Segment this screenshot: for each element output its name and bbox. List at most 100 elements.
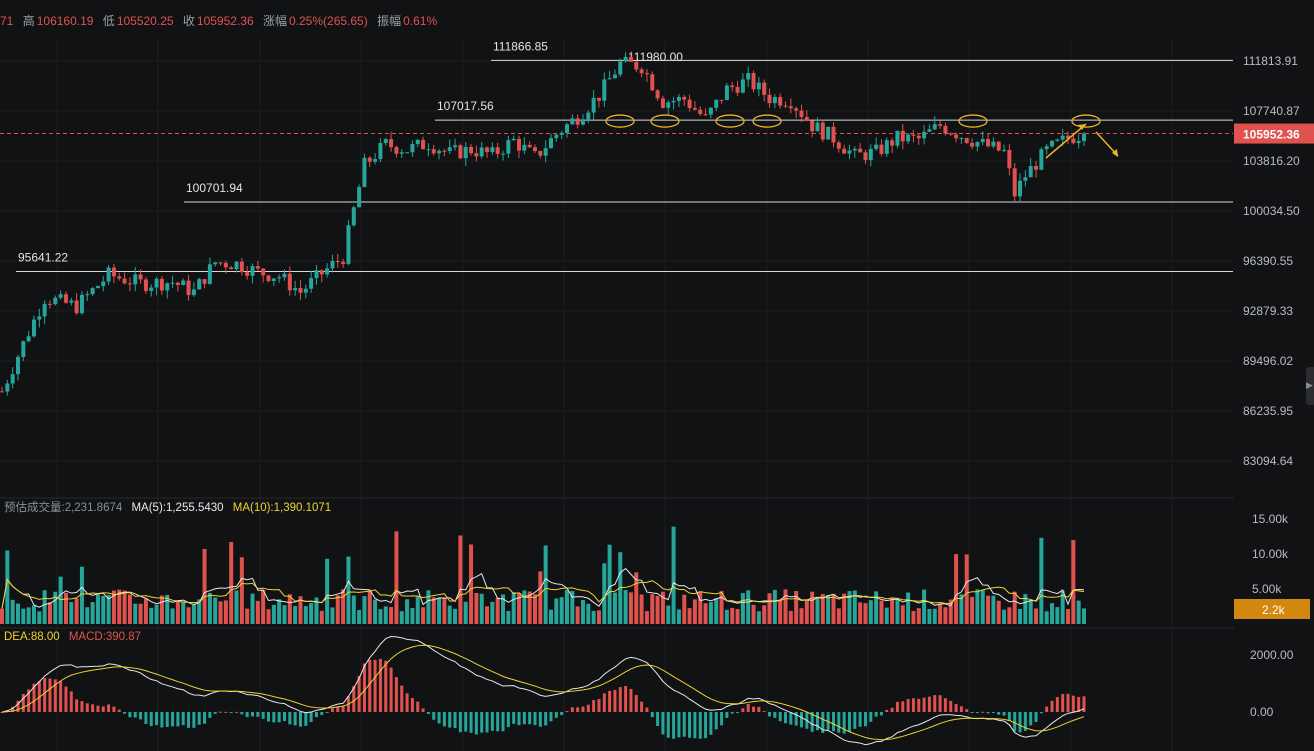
volume-bar [1066,609,1071,624]
candle-body [234,261,239,270]
volume-bar [191,604,196,624]
candle-body [1002,149,1007,151]
macd-bar [789,712,793,725]
volume-bar [346,556,351,624]
volume-bar [954,554,959,624]
volume-bar [495,597,500,624]
volume-bar [154,604,159,624]
candle-body [111,267,116,277]
volume-bar [229,542,234,624]
macd-bar [1061,694,1065,712]
candle-body [335,261,340,263]
candle-body [1055,139,1060,141]
volume-bar [687,608,692,624]
macd-bar [506,712,510,728]
macd-bar [666,712,670,738]
macd-bar [618,687,622,712]
volume-bar [469,544,474,624]
candle-body [751,73,756,90]
candle-body [58,294,63,298]
volume-bar [213,597,218,624]
macd-bar [117,709,121,712]
candle-body [202,279,207,284]
volume-bar [543,545,548,624]
macd-bar [0,712,4,713]
macd-bar [826,712,830,730]
macd-bar [320,712,324,715]
volume-bar [399,611,404,624]
macd-bar [91,704,95,712]
annotation-arrow-up [1045,123,1087,159]
candle-body [591,97,596,113]
candle-body [522,144,527,151]
volume-bar [165,594,170,624]
candle-body [133,274,138,285]
annotation-layer [605,114,1119,159]
candle-body [778,96,783,106]
macd-dea-line [1,644,1085,741]
macd-bar [858,712,862,727]
volume-bar [671,526,676,624]
candle-body [874,144,879,149]
volume-bar [1007,607,1012,624]
macd-bar [688,712,692,738]
macd-bar [1002,712,1006,716]
macd-bar [725,712,729,718]
volume-ma10-line [1,578,1085,609]
macd-bar [613,689,617,712]
macd-bar [171,712,175,727]
macd-bar [815,712,819,731]
candle-body [634,61,639,70]
macd-bar [602,693,606,712]
candle-body [740,79,745,93]
macd-bar [330,708,334,712]
macd-bar [629,688,633,712]
candle-body [127,283,132,285]
level-label: 111866.85 [493,39,548,53]
macd-bar [341,706,345,712]
volume-bar [394,531,399,624]
candle-body [31,319,36,337]
volume-bar [143,598,148,624]
volume-bar [815,597,820,624]
candle-body [586,112,591,120]
volume-bar [101,595,106,624]
candle-body [730,85,735,88]
macd-bar [741,708,745,712]
volume-bar [586,603,591,624]
macd-bar [1018,712,1022,733]
candle-body [826,126,831,140]
volume-bar [740,593,745,624]
volume-bar [1076,600,1081,624]
volume-bar [223,600,228,624]
candle-body [618,61,623,75]
macd-bar [32,683,36,712]
macd-bar [773,712,777,718]
volume-bar [970,596,975,624]
candle-body [378,143,383,160]
volume-bar [575,606,580,624]
macd-bar [1082,696,1086,712]
candle-body [154,278,159,288]
side-panel-toggle[interactable]: ▶ [1306,367,1314,405]
candle-body [122,278,127,284]
volume-bar [335,595,340,624]
volume-bar [895,598,900,624]
volume-bar [538,571,543,624]
macd-bar [592,700,596,712]
volume-bar [186,607,191,624]
candle-body [543,148,548,156]
candle-body [698,109,703,115]
macd-bar [426,712,430,714]
volume-bar [799,608,804,624]
macd-bar [714,712,718,730]
candle-body [724,85,729,101]
volume-bar [906,592,911,624]
annotation-ellipse [605,114,635,128]
candle-body [767,94,772,104]
macd-bar [736,712,740,713]
candle-body [15,356,20,375]
candle-body [207,264,212,284]
macd-lines [1,635,1085,746]
